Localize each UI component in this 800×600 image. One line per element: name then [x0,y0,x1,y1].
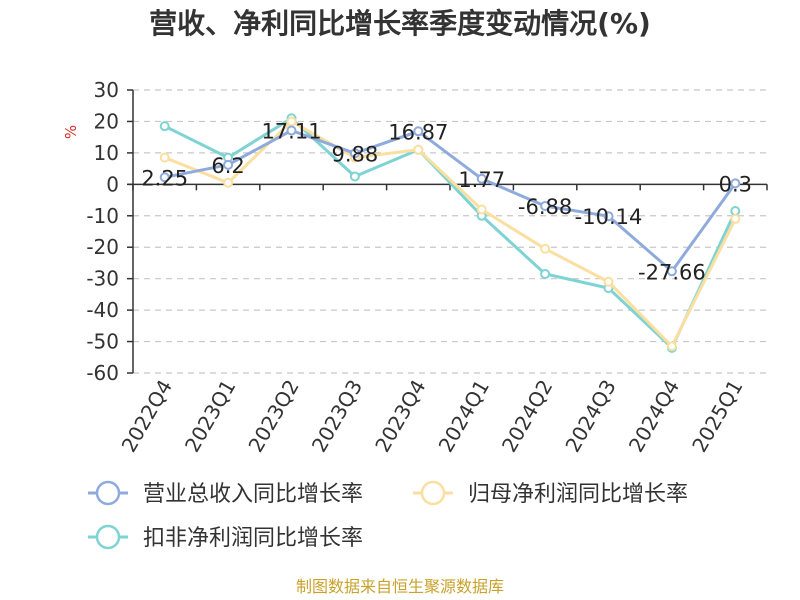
data-point [730,213,741,224]
data-label: 1.77 [458,168,505,192]
x-tick-label: 2022Q4 [117,376,177,457]
legend-swatch-marker [95,524,121,550]
x-tick-label: 2023Q1 [180,376,240,457]
legend-item: 扣非净利润同比增长率 [88,524,363,551]
x-tick-label: 2024Q2 [497,376,557,457]
data-point [603,211,614,222]
x-tick-label: 2024Q1 [434,376,494,457]
data-label: 9.88 [332,142,379,166]
y-tick-label: -50 [86,330,119,354]
data-label: 16.87 [388,120,448,144]
series-line [164,119,737,348]
data-point [223,177,234,188]
data-point [286,125,297,136]
data-point [349,171,360,182]
x-tick-label: 2025Q1 [687,376,747,457]
y-tick-label: -30 [86,267,119,291]
data-point [413,126,424,137]
legend-label: 扣非净利润同比增长率 [143,526,363,551]
y-tick-label: -10 [86,204,119,228]
data-point [476,204,487,215]
x-tick-label: 2023Q4 [370,376,430,457]
data-point [349,148,360,159]
data-point [666,266,677,277]
y-tick-label: 30 [94,78,119,102]
data-point [159,121,170,132]
legend-item: 归母净利润同比增长率 [413,480,688,507]
data-point [603,276,614,287]
data-point [223,159,234,170]
y-tick-label: -40 [86,298,119,322]
x-tick-label: 2024Q4 [624,376,684,457]
data-point [159,172,170,183]
data-point [540,243,551,254]
legend-swatch-marker [95,480,121,506]
chart-title: 营收、净利同比增长率季度变动情况(%) [149,7,651,40]
y-tick-label: 20 [94,109,119,133]
legend-swatch-marker [420,480,446,506]
y-axis-unit: % [62,125,80,139]
source-note: 制图数据来自恒生聚源数据库 [296,577,504,596]
y-tick-label: -20 [86,235,119,259]
x-tick-label: 2023Q2 [243,376,303,457]
data-point [666,341,677,352]
data-label: -10.14 [575,205,643,229]
legend-label: 营业总收入同比增长率 [143,482,363,507]
data-label: 2.25 [141,166,188,190]
data-point [730,206,741,217]
gridlines [133,89,767,374]
data-label: 6.2 [211,154,244,178]
data-label: 0.3 [719,172,752,196]
y-tick-label: 10 [94,141,119,165]
data-point [159,152,170,163]
series-line [164,129,737,273]
data-label: -27.66 [638,260,706,284]
x-tick-label: 2023Q3 [307,376,367,457]
data-label: -6.88 [518,195,572,219]
series-lines [159,113,741,353]
y-tick-label: -60 [86,361,119,385]
data-labels: 2.25 6.2 17.11 9.88 16.87 1.77 -6.88 -10.14 -27.… [141,120,752,285]
data-point [476,173,487,184]
legend-label: 归母净利润同比增长率 [468,482,688,507]
data-point [540,200,551,211]
series-line [164,116,737,350]
data-point [413,144,424,155]
data-label: 17.11 [261,120,321,144]
data-point [540,268,551,279]
data-point [730,178,741,189]
y-tick-label: 0 [106,172,119,196]
x-tick-label: 2024Q3 [560,376,620,457]
legend-item: 营业总收入同比增长率 [88,480,363,507]
data-point [286,116,297,127]
